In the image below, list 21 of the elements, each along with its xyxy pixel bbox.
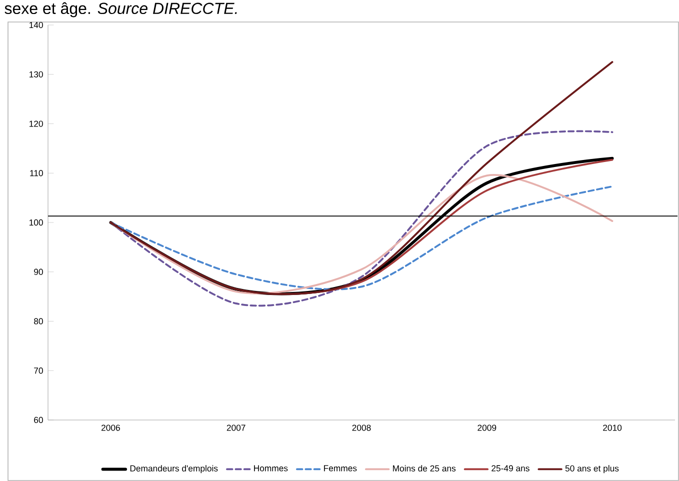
legend-label: Demandeurs d'emplois xyxy=(130,465,218,474)
text: sexe et âge. Source DIRECCTE. xyxy=(4,2,237,18)
x-tick-label: 2009 xyxy=(478,424,496,431)
y-tick-label: 80 xyxy=(34,318,43,324)
y-tick-label: 70 xyxy=(34,368,43,374)
legend-label: Femmes xyxy=(324,465,357,472)
legend-label: Moins de 25 ans xyxy=(393,465,456,472)
y-tick-label: 140 xyxy=(30,22,43,28)
y-tick-label: 90 xyxy=(34,268,43,275)
legend-label: Hommes xyxy=(254,465,288,472)
y-tick-label: 100 xyxy=(30,219,43,226)
y-tick-label: 120 xyxy=(30,120,43,127)
x-tick-label: 2007 xyxy=(226,424,246,431)
legend-label: 50 ans et plus xyxy=(565,465,619,474)
legend-label: 25-49 ans xyxy=(492,465,530,472)
x-tick-label: 2008 xyxy=(352,424,371,431)
x-tick-label: 2006 xyxy=(102,424,120,431)
y-tick-label: 110 xyxy=(30,170,43,176)
x-tick-label: 2010 xyxy=(603,424,622,431)
y-tick-label: 60 xyxy=(34,416,43,424)
y-tick-label: 130 xyxy=(30,71,43,78)
